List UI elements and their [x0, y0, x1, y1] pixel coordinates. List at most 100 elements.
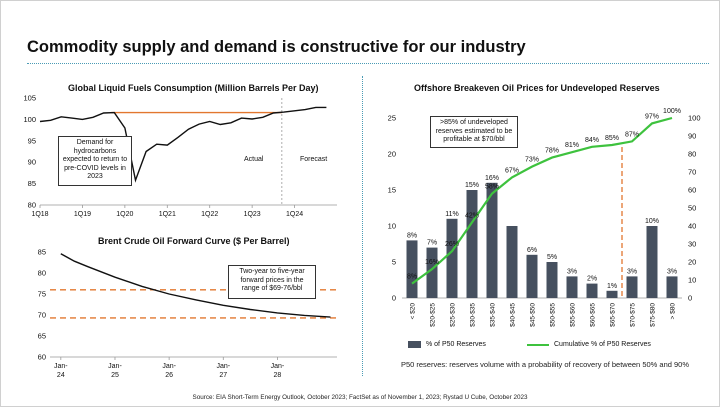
- y-tick-label: 80: [28, 201, 36, 210]
- bar-$50-$55: [546, 262, 558, 298]
- y-tick-label: 85: [38, 248, 46, 257]
- x-tick-label: Jan-: [162, 363, 176, 370]
- y-right-tick-label: 100: [688, 114, 701, 123]
- category-label: $70-$75: [629, 303, 636, 327]
- y-tick-label: 95: [28, 136, 36, 145]
- bar-$30-$35: [466, 190, 478, 298]
- category-label: $65-$70: [609, 303, 616, 327]
- y-left-tick-label: 25: [388, 114, 396, 123]
- y-right-tick-label: 40: [688, 222, 696, 231]
- y-right-tick-label: 10: [688, 276, 696, 285]
- cumulative-value-label: 81%: [565, 142, 579, 149]
- title-underline: [27, 63, 709, 64]
- bar-$65-$70: [606, 290, 618, 298]
- y-right-tick-label: 50: [688, 204, 696, 213]
- bar-value-label: 3%: [667, 268, 677, 275]
- x-tick-label: 1Q19: [74, 211, 91, 218]
- y-tick-label: 60: [38, 353, 46, 362]
- y-tick-label: 90: [28, 158, 36, 167]
- x-tick-label: 1Q20: [116, 211, 133, 218]
- cumulative-value-label: 67%: [505, 167, 519, 174]
- x-tick-label: 1Q24: [286, 211, 303, 218]
- category-label: $75-$80: [649, 303, 656, 327]
- y-right-tick-label: 30: [688, 240, 696, 249]
- y-left-tick-label: 15: [388, 186, 396, 195]
- y-tick-label: 65: [38, 332, 46, 341]
- category-label: $50-$55: [549, 303, 556, 327]
- bar-$70-$75: [626, 276, 638, 298]
- category-label: $20-$25: [429, 303, 436, 327]
- bar-value-label: 7%: [427, 240, 437, 247]
- bar-$75-$80: [646, 226, 658, 298]
- bar-$35-$40: [486, 182, 498, 298]
- legend-line-label: Cumulative % of P50 Reserves: [554, 341, 651, 348]
- forecast-label: Forecast: [300, 156, 328, 163]
- legend-bar-label: % of P50 Reserves: [426, 341, 486, 348]
- bar-value-label: 2%: [587, 276, 597, 283]
- x-tick-label: Jan-: [216, 363, 230, 370]
- cumulative-value-label: 26%: [445, 241, 459, 248]
- y-right-tick-label: 70: [688, 168, 696, 177]
- y-tick-label: 100: [23, 115, 36, 124]
- x-tick-label: 1Q21: [159, 211, 176, 218]
- category-label: $25-$30: [449, 303, 456, 327]
- bar-value-label: 3%: [627, 268, 637, 275]
- bar-value-label: 10%: [645, 218, 659, 225]
- bar-value-label: 6%: [527, 247, 537, 254]
- x-tick-label: 24: [57, 372, 65, 379]
- brent-chart-title: Brent Crude Oil Forward Curve ($ Per Bar…: [98, 236, 290, 246]
- consumption-line: [39, 106, 327, 183]
- cumulative-value-label: 58%: [485, 184, 499, 191]
- category-label: < $20: [409, 303, 416, 320]
- legend-line-swatch: [527, 343, 549, 346]
- y-right-tick-label: 20: [688, 258, 696, 267]
- category-label: $60-$65: [589, 303, 596, 327]
- cumulative-value-label: 85%: [605, 135, 619, 142]
- bar-value-label: 3%: [567, 268, 577, 275]
- bar-$20-$25: [426, 247, 438, 298]
- legend-bar-swatch: [408, 341, 421, 348]
- y-right-tick-label: 60: [688, 186, 696, 195]
- cumulative-value-label: 78%: [545, 148, 559, 155]
- p50-footnote: P50 reserves: reserves volume with a pro…: [400, 360, 690, 369]
- x-tick-label: 25: [111, 372, 119, 379]
- cumulative-value-label: 16%: [425, 259, 439, 266]
- bar-value-label: 1%: [607, 283, 617, 290]
- y-tick-label: 85: [28, 179, 36, 188]
- consumption-chart-title: Global Liquid Fuels Consumption (Million…: [68, 83, 319, 93]
- cumulative-line: [411, 116, 673, 285]
- y-left-tick-label: 20: [388, 150, 396, 159]
- y-tick-label: 75: [38, 290, 46, 299]
- forward-curve-line: [60, 253, 331, 318]
- bar-$25-$30: [446, 218, 458, 298]
- category-label: $30-$35: [469, 303, 476, 327]
- x-tick-label: Jan-: [271, 363, 285, 370]
- bar-$60-$65: [586, 283, 598, 298]
- cumulative-value-label: 84%: [585, 137, 599, 144]
- bar-value-label: 8%: [407, 232, 417, 239]
- consumption-annotation: Demand for hydrocarbons expected to retu…: [58, 136, 132, 186]
- brent-annotation: Two-year to five-year forward prices in …: [228, 265, 316, 299]
- bar-value-label: 15%: [465, 182, 479, 189]
- x-tick-label: 1Q22: [201, 211, 218, 218]
- bar-< $20: [406, 240, 418, 298]
- x-tick-label: 28: [274, 372, 282, 379]
- actual-label: Actual: [244, 156, 264, 163]
- bar-value-label: 11%: [445, 211, 459, 218]
- category-label: $55-$60: [569, 303, 576, 327]
- y-tick-label: 105: [23, 94, 36, 103]
- breakeven-annotation: >85% of undeveloped reserves estimated t…: [430, 116, 518, 148]
- y-right-tick-label: 80: [688, 150, 696, 159]
- bar-$55-$60: [566, 276, 578, 298]
- bar-value-label: 16%: [485, 175, 499, 182]
- y-right-tick-label: 0: [688, 294, 692, 303]
- y-tick-label: 80: [38, 269, 46, 278]
- x-tick-label: 1Q23: [244, 211, 261, 218]
- bar-$40-$45: [506, 226, 518, 298]
- category-label: $45-$50: [529, 303, 536, 327]
- cumulative-value-label: 42%: [465, 212, 479, 219]
- category-label: $35-$40: [489, 303, 496, 327]
- legend-line-item: Cumulative % of P50 Reserves: [527, 341, 651, 348]
